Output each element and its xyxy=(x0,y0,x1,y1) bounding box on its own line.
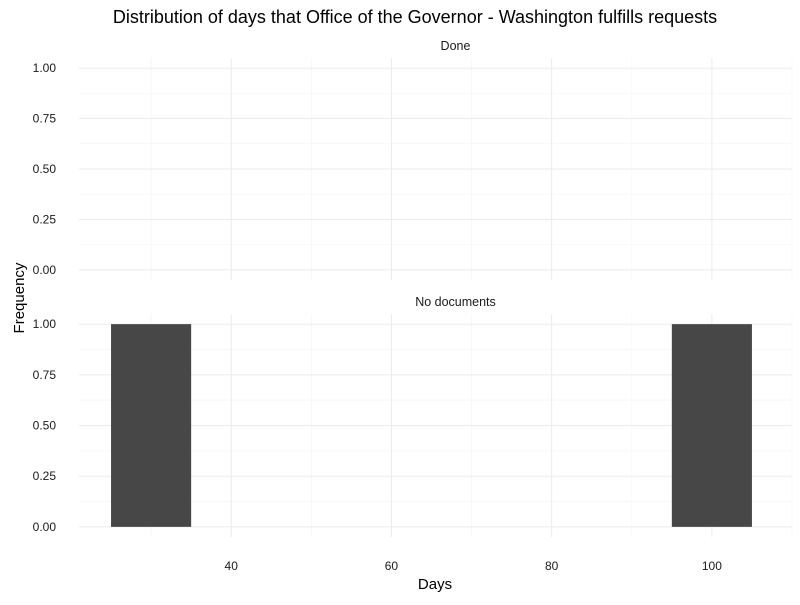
x-axis-title: Days xyxy=(418,576,452,593)
y-tick-label: 0.75 xyxy=(33,112,57,126)
y-tick-label: 0.75 xyxy=(33,368,57,382)
x-tick-label: 40 xyxy=(225,559,239,573)
x-tick-label: 100 xyxy=(702,559,722,573)
y-tick-label: 0.00 xyxy=(33,263,57,277)
facet-strip-label: No documents xyxy=(415,295,496,309)
y-tick-label: 1.00 xyxy=(33,61,57,75)
histogram-bar xyxy=(111,324,192,527)
facet-panel: No documents 0.00 0.25 0.50 0.75 1.00 xyxy=(33,295,793,537)
facet-strip-label: Done xyxy=(441,39,471,53)
y-axis-title: Frequency xyxy=(11,262,28,333)
y-tick-label: 0.25 xyxy=(33,469,57,483)
facet-panel: Done 0.00 0.25 0.50 0.75 1.00 xyxy=(33,39,793,280)
y-tick-label: 0.25 xyxy=(33,212,57,226)
x-tick-label: 80 xyxy=(545,559,559,573)
x-tick-label: 60 xyxy=(385,559,399,573)
y-tick-label: 0.50 xyxy=(33,162,57,176)
y-tick-label: 0.00 xyxy=(33,520,57,534)
chart-title: Distribution of days that Office of the … xyxy=(113,7,717,27)
y-tick-label: 1.00 xyxy=(33,317,57,331)
y-tick-label: 0.50 xyxy=(33,419,57,433)
histogram-bar xyxy=(671,324,752,527)
